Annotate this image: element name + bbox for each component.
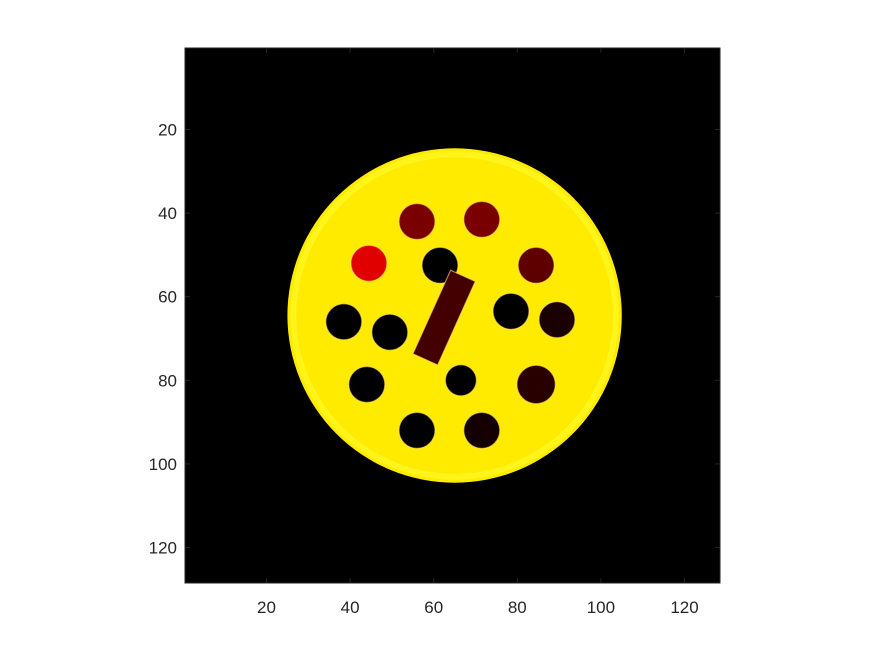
vial-10 xyxy=(348,365,386,404)
x-tick-label: 100 xyxy=(587,598,615,617)
vial-11 xyxy=(444,364,477,397)
vial-7 xyxy=(371,313,409,351)
y-axis: 20 40 60 80 100 120 xyxy=(149,121,720,558)
vial-2 xyxy=(463,200,501,238)
phantom-rim xyxy=(290,151,619,480)
y-tick-label: 40 xyxy=(158,204,177,223)
x-tick-label: 60 xyxy=(424,598,443,617)
x-tick-label: 80 xyxy=(508,598,527,617)
vial-8 xyxy=(492,292,530,330)
y-tick-label: 60 xyxy=(158,288,177,307)
vial-6 xyxy=(325,303,363,341)
y-tick-label: 120 xyxy=(149,539,177,558)
x-tick-label: 40 xyxy=(341,598,360,617)
phantom-bar xyxy=(412,269,477,366)
vial-5 xyxy=(517,246,555,284)
vial-9 xyxy=(538,301,576,339)
vial-3 xyxy=(350,244,388,282)
y-tick-label: 100 xyxy=(149,455,177,474)
y-tick-label: 20 xyxy=(158,121,177,140)
vial-12 xyxy=(516,364,556,405)
x-tick-label: 120 xyxy=(670,598,698,617)
vial-14 xyxy=(463,411,501,449)
plot-area-border xyxy=(184,47,721,584)
x-axis: 20 40 60 80 100 120 xyxy=(257,48,699,617)
vial-13 xyxy=(398,411,436,449)
heatmap-image xyxy=(287,148,622,483)
vial-1 xyxy=(398,202,436,241)
y-tick-label: 80 xyxy=(158,371,177,390)
x-tick-label: 20 xyxy=(257,598,276,617)
